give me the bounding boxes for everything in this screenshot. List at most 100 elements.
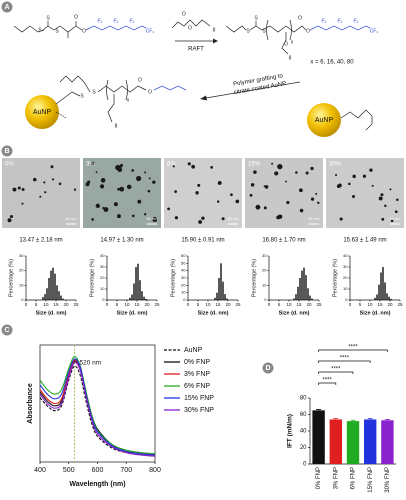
bar [364,419,377,464]
tem-image [2,158,80,228]
x-tick-label: 25 [154,302,160,307]
spectrum-line [39,358,156,456]
x-axis-title: Size (d. nm) [360,310,391,316]
x-tick-label: 5 [197,302,200,307]
bond [171,19,211,29]
particle [198,220,202,224]
x-tick-label: 25 [235,302,241,307]
particle [310,166,314,171]
gold-nanoparticle [25,95,59,129]
histogram-bar [384,282,386,300]
y-tick-label: 20 [300,445,307,451]
bond [153,85,187,91]
y-axis-title: Percentage (%) [8,259,14,297]
particle [126,184,132,190]
y-tick-label: 30 [181,275,186,280]
x-axis-title: Size (d. nm) [279,310,310,316]
spectrum-line [39,365,156,457]
significance-label: **** [348,345,358,351]
atom-label: S [80,93,84,99]
atom-label: O [284,41,288,47]
atom-label: O [298,15,302,21]
particle [249,193,253,197]
y-axis-title: Percentage (%) [332,259,338,297]
atom-label: CF₃ [370,28,379,34]
histogram-bar [293,298,295,300]
atom-label: O [182,11,186,17]
particle [187,162,191,166]
histogram-bar [376,294,378,300]
significance-bracket [318,382,337,385]
histogram-bar [378,284,380,300]
particle [103,207,109,212]
particle [317,201,320,205]
particle [286,200,290,205]
particle [380,193,384,197]
scale-label: 50 nm [389,216,401,221]
particle [137,199,142,204]
tem-label: 30% [329,162,342,168]
particle [143,213,147,216]
particle [384,204,387,208]
significance-bracket [318,360,371,363]
particle [271,162,274,165]
y-tick-label: 30 [100,264,105,269]
x-tick-label: 25 [397,302,403,307]
x-tick-label: 0 [268,302,271,307]
x-tick-label: 800 [149,467,161,474]
y-axis-title: Percentage (%) [89,259,95,297]
x-tick-label: 25 [316,302,322,307]
histogram-bar [52,267,54,300]
panel-letter: A [4,4,9,11]
y-axis-title: Absorbance [27,383,34,424]
bond [42,25,83,33]
particle [95,171,98,174]
x-tick-label: 30% FNP [385,467,391,493]
x-tick-label: 10 [43,302,49,307]
particle [351,194,356,199]
x-tick-label: 0 [349,302,352,307]
histogram-bar [216,292,218,300]
particle [144,171,147,174]
particle [195,191,199,195]
tem-label: 3% [86,162,95,168]
size-label: 15.90 ± 0.91 nm [181,238,224,244]
panel-badge [1,324,13,336]
bracket [106,79,128,101]
legend-label: 3% FNP [184,371,210,378]
atom-label: S [92,89,96,95]
tem-image [326,158,404,228]
particle [284,180,287,183]
particle [299,188,303,193]
particle [216,200,220,203]
y-tick-label: 10 [19,282,24,287]
y-tick-label: 30 [262,253,267,258]
particle [362,174,367,178]
particle [305,171,309,175]
x-tick-label: 600 [92,467,104,474]
error-bar [367,418,373,420]
atom-label: S [254,15,258,21]
bond [249,25,307,33]
y-tick-label: 40 [100,253,105,258]
atom-label: S [246,28,250,34]
panel-letter: D [265,365,270,372]
atom-label: O [306,28,310,34]
y-axis-title: Percentage (%) [251,259,257,297]
y-tick-label: 20 [100,275,105,280]
bar [312,410,325,464]
atom-label: x [291,39,294,45]
histogram-bar [224,294,226,300]
particle [44,191,47,194]
y-tick-label: 30 [19,253,24,258]
atom-label: F₂ [130,18,135,24]
x-tick-label: 5 [116,302,119,307]
x-axis-title: Size (d. nm) [36,310,67,316]
bar [381,420,394,464]
degree-label: x = 6, 16, 40, 80 [310,60,354,66]
y-tick-label: 40 [300,429,307,435]
tem-label: 0% [5,162,14,168]
bond [107,94,115,123]
bar [346,421,360,464]
bond [281,32,289,55]
